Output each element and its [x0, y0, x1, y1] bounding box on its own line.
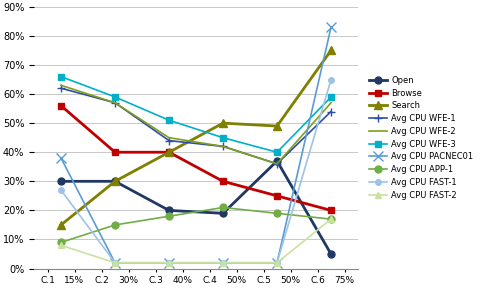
Search	[220, 122, 226, 125]
Avg CPU FAST-1	[58, 188, 64, 192]
Avg CPU WFE-1	[274, 162, 280, 166]
Avg CPU FAST-2	[112, 261, 118, 264]
Browse	[328, 209, 334, 212]
Line: Open: Open	[58, 158, 335, 257]
Open	[166, 209, 172, 212]
Search	[274, 124, 280, 128]
Avg CPU PACNEC01	[274, 261, 280, 264]
Line: Search: Search	[57, 46, 335, 229]
Avg CPU WFE-2	[220, 145, 226, 148]
Avg CPU WFE-1	[328, 110, 334, 113]
Avg CPU WFE-2	[112, 101, 118, 105]
Open	[58, 180, 64, 183]
Avg CPU PACNEC01	[166, 261, 172, 264]
Search	[58, 223, 64, 227]
Avg CPU WFE-1	[166, 139, 172, 142]
Avg CPU WFE-3	[328, 95, 334, 99]
Avg CPU FAST-1	[112, 261, 118, 264]
Line: Browse: Browse	[58, 102, 335, 214]
Open	[328, 252, 334, 256]
Avg CPU FAST-2	[58, 244, 64, 247]
Avg CPU PACNEC01	[220, 261, 226, 264]
Avg CPU WFE-1	[58, 86, 64, 90]
Open	[274, 159, 280, 163]
Avg CPU WFE-3	[220, 136, 226, 139]
Avg CPU PACNEC01	[328, 25, 334, 29]
Avg CPU PACNEC01	[58, 156, 64, 160]
Avg CPU FAST-1	[220, 261, 226, 264]
Search	[166, 151, 172, 154]
Avg CPU APP-1	[220, 206, 226, 209]
Avg CPU WFE-2	[328, 101, 334, 105]
Avg CPU FAST-2	[166, 261, 172, 264]
Open	[112, 180, 118, 183]
Line: Avg CPU WFE-3: Avg CPU WFE-3	[58, 73, 335, 156]
Line: Avg CPU PACNEC01: Avg CPU PACNEC01	[56, 22, 336, 268]
Avg CPU APP-1	[58, 241, 64, 244]
Avg CPU WFE-3	[274, 151, 280, 154]
Line: Avg CPU APP-1: Avg CPU APP-1	[58, 204, 335, 246]
Avg CPU FAST-1	[328, 78, 334, 81]
Browse	[112, 151, 118, 154]
Avg CPU WFE-2	[274, 162, 280, 166]
Avg CPU FAST-1	[166, 261, 172, 264]
Avg CPU WFE-1	[112, 101, 118, 105]
Avg CPU WFE-2	[58, 84, 64, 87]
Browse	[166, 151, 172, 154]
Avg CPU FAST-2	[274, 261, 280, 264]
Avg CPU APP-1	[112, 223, 118, 227]
Line: Avg CPU FAST-1: Avg CPU FAST-1	[58, 77, 334, 266]
Avg CPU WFE-3	[112, 95, 118, 99]
Browse	[58, 104, 64, 107]
Avg CPU PACNEC01	[112, 261, 118, 264]
Avg CPU FAST-2	[328, 217, 334, 221]
Avg CPU FAST-1	[274, 261, 280, 264]
Avg CPU APP-1	[328, 217, 334, 221]
Avg CPU WFE-1	[220, 145, 226, 148]
Avg CPU APP-1	[166, 215, 172, 218]
Avg CPU FAST-2	[220, 261, 226, 264]
Search	[328, 49, 334, 52]
Avg CPU APP-1	[274, 212, 280, 215]
Search	[112, 180, 118, 183]
Avg CPU WFE-3	[58, 75, 64, 78]
Line: Avg CPU WFE-1: Avg CPU WFE-1	[57, 84, 335, 168]
Browse	[220, 180, 226, 183]
Line: Avg CPU FAST-2: Avg CPU FAST-2	[58, 216, 334, 266]
Line: Avg CPU WFE-2: Avg CPU WFE-2	[61, 85, 331, 164]
Avg CPU WFE-3	[166, 118, 172, 122]
Avg CPU WFE-2	[166, 136, 172, 139]
Open	[220, 212, 226, 215]
Browse	[274, 194, 280, 198]
Legend: Open, Browse, Search, Avg CPU WFE-1, Avg CPU WFE-2, Avg CPU WFE-3, Avg CPU PACNE: Open, Browse, Search, Avg CPU WFE-1, Avg…	[365, 73, 477, 203]
